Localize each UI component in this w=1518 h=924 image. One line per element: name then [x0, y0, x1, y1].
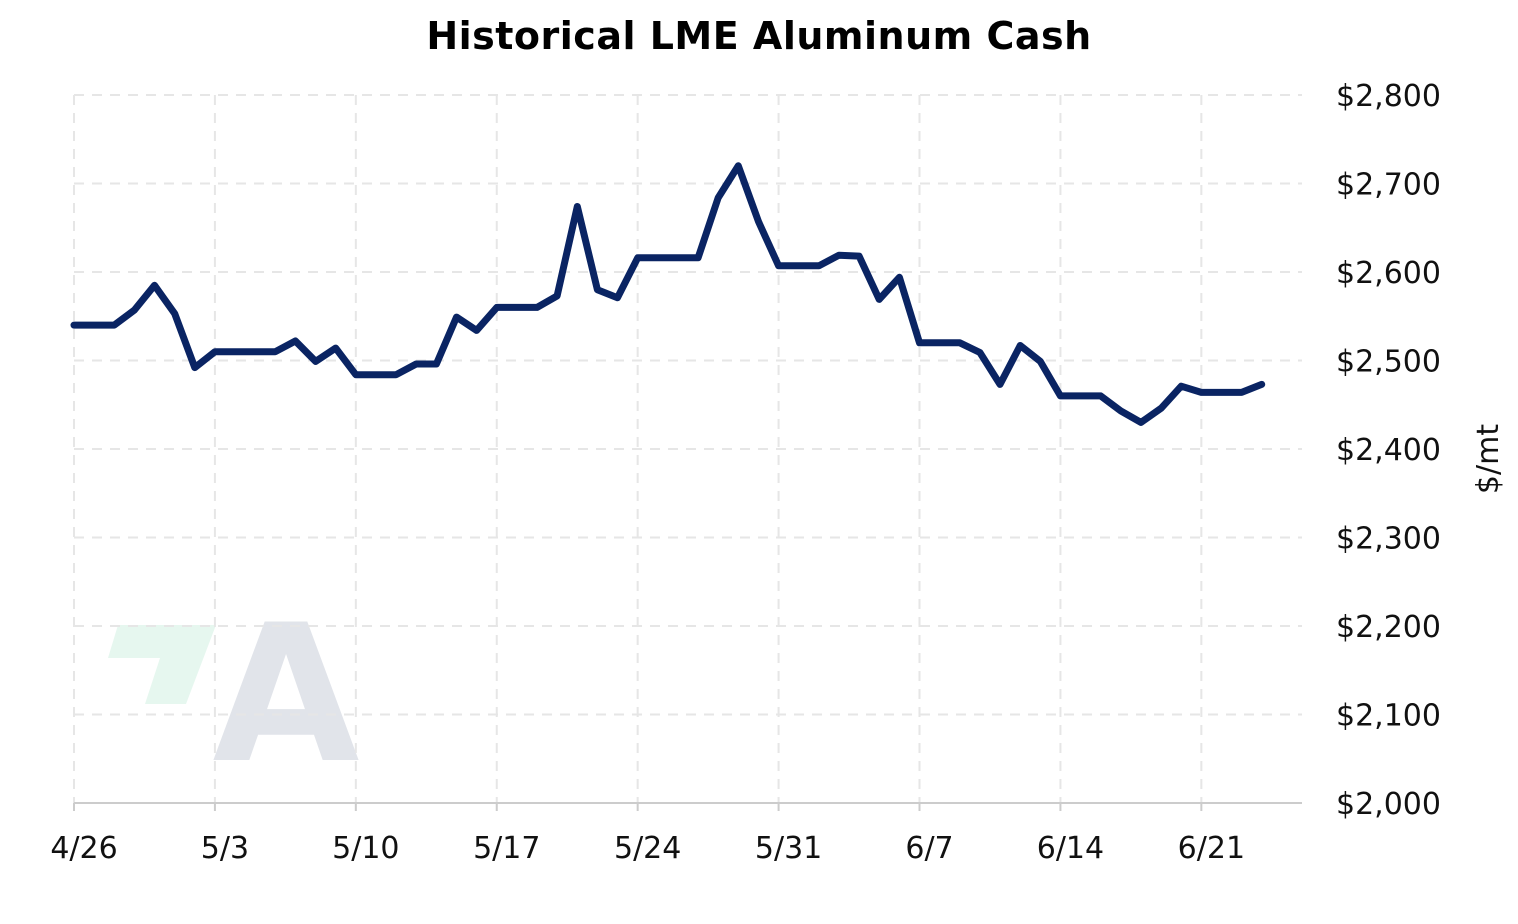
- watermark-logo: A: [108, 584, 360, 805]
- x-tick-label: 5/3: [201, 831, 249, 866]
- x-tick-label: 6/14: [1037, 831, 1104, 866]
- y-tick-label: $2,000: [1336, 787, 1441, 822]
- y-tick-label: $2,400: [1336, 433, 1441, 468]
- series-layer: [70, 162, 1266, 426]
- y-tick-label: $2,300: [1336, 522, 1441, 557]
- series-line: [70, 162, 1266, 426]
- watermark-letter: A: [212, 584, 359, 805]
- watermark-accent-shape: [108, 625, 216, 704]
- y-axis-title: $/mt: [1471, 424, 1506, 494]
- x-tick-label: 5/31: [755, 831, 822, 866]
- x-tick-label: 4/26: [50, 831, 117, 866]
- y-tick-label: $2,200: [1336, 610, 1441, 645]
- axes: [73, 802, 1302, 811]
- y-tick-label: $2,800: [1336, 79, 1441, 114]
- grid: [73, 94, 1302, 803]
- y-tick-label: $2,600: [1336, 256, 1441, 291]
- y-tick-label: $2,500: [1336, 345, 1441, 380]
- x-tick-label: 5/17: [473, 831, 540, 866]
- x-tick-label: 5/24: [614, 831, 681, 866]
- x-tick-label: 5/10: [332, 831, 399, 866]
- x-tick-label: 6/21: [1178, 831, 1245, 866]
- x-tick-label: 6/7: [905, 831, 953, 866]
- y-tick-label: $2,100: [1336, 699, 1441, 734]
- tick-labels: $2,000 $2,100 $2,200 $2,300 $2,400 $2,500 $2,6…: [50, 79, 1441, 866]
- y-tick-label: $2,700: [1336, 168, 1441, 203]
- chart-title: Historical LME Aluminum Cash: [426, 14, 1092, 58]
